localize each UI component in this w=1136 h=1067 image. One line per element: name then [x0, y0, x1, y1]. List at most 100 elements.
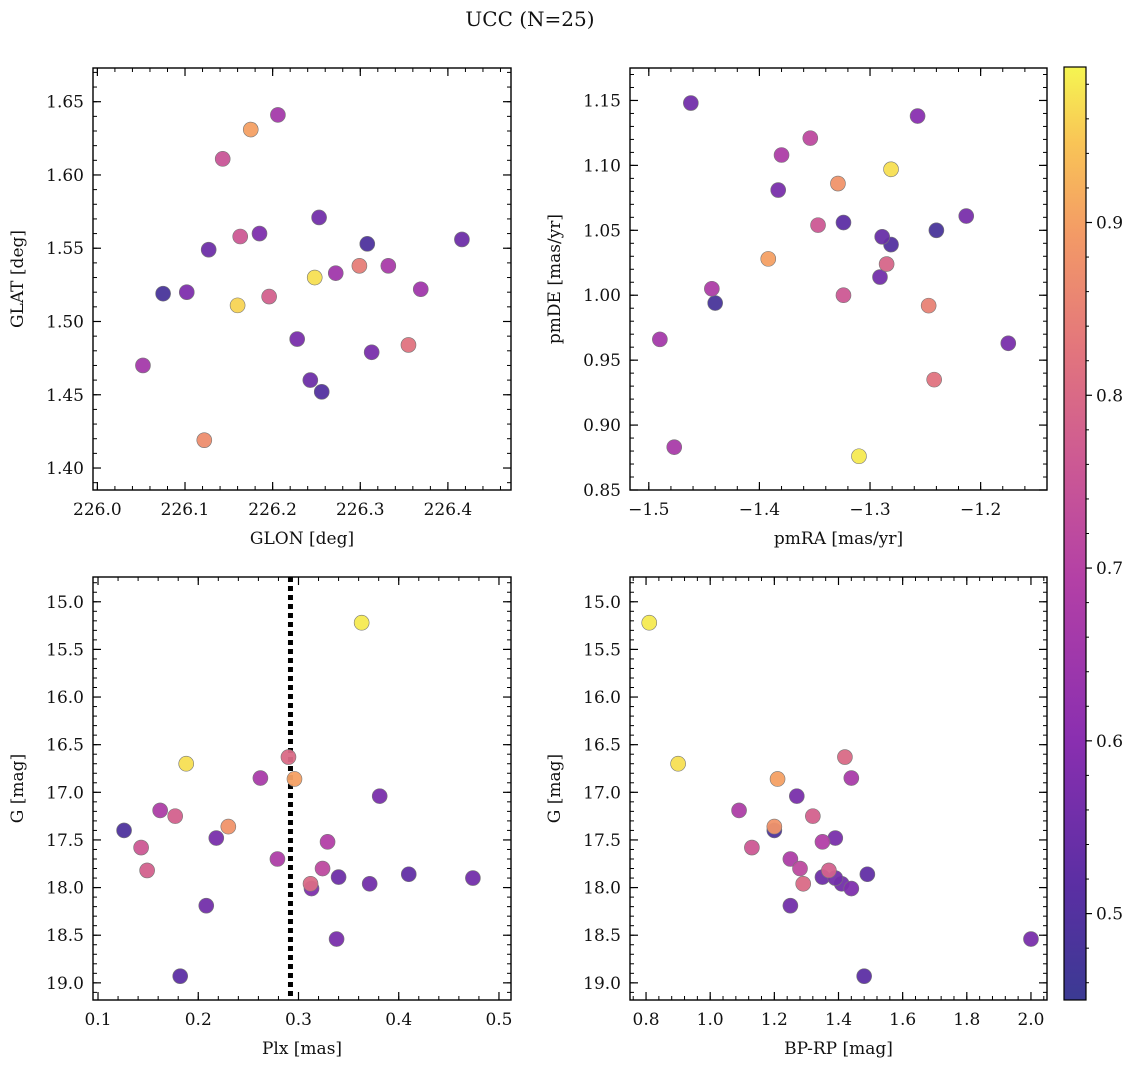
data-point: [361, 875, 378, 892]
data-point: [220, 818, 237, 835]
x-tick-label: 0.3: [285, 1010, 312, 1030]
data-point: [805, 808, 821, 824]
data-point: [269, 851, 286, 867]
data-point: [704, 280, 720, 297]
data-point: [465, 870, 481, 886]
y-tick-label: 15.0: [46, 593, 84, 613]
x-tick-label: 1.4: [825, 1010, 852, 1030]
x-tick-label: 226.2: [248, 500, 297, 520]
y-tick-label: 1.10: [583, 156, 621, 176]
data-point: [242, 121, 259, 138]
y-axis-label: G [mag]: [545, 754, 565, 823]
data-point: [830, 175, 846, 192]
data-point: [289, 331, 305, 347]
y-tick-label: 1.60: [46, 166, 84, 186]
data-point: [286, 771, 303, 787]
data-point: [208, 830, 225, 846]
y-tick-label: 17.0: [46, 783, 84, 803]
figure-title: UCC (N=25): [465, 7, 594, 31]
x-tick-label: 226.3: [336, 500, 385, 520]
data-point: [837, 749, 853, 765]
y-axis-label: pmDE [mas/yr]: [545, 214, 565, 344]
data-point: [856, 968, 872, 984]
data-point: [167, 808, 183, 824]
data-point: [769, 771, 786, 787]
data-point: [178, 284, 195, 300]
data-point: [363, 344, 380, 361]
data-point: [707, 295, 723, 311]
data-point: [788, 788, 805, 804]
data-point: [328, 931, 345, 947]
colorbar-tick-label: 0.5: [1096, 905, 1123, 925]
data-point: [851, 448, 867, 465]
x-axis-label: BP-RP [mag]: [784, 1039, 893, 1059]
data-point: [400, 866, 417, 883]
x-tick-label: 1.8: [953, 1010, 980, 1030]
data-point: [400, 337, 417, 353]
y-tick-label: 1.00: [583, 286, 621, 306]
y-tick-label: 15.5: [583, 640, 621, 660]
y-tick-label: 18.0: [583, 879, 621, 899]
x-tick-label: 0.2: [185, 1010, 212, 1030]
data-point: [280, 749, 297, 765]
data-point: [314, 860, 331, 877]
y-tick-label: 0.85: [583, 481, 621, 501]
data-point: [670, 755, 686, 772]
x-tick-label: 226.0: [73, 500, 122, 520]
y-tick-label: 1.50: [46, 312, 84, 332]
data-point: [229, 297, 246, 314]
data-point: [883, 161, 899, 178]
axes-frame: [629, 67, 1048, 491]
colorbar-tick-label: 0.7: [1096, 559, 1123, 579]
data-point: [371, 788, 388, 804]
data-point: [909, 108, 926, 124]
panel-3: 0.1 0.2 0.3 0.4 0.5 15.0 15.5 16.0 16.5 17.0 17.5 1…: [8, 576, 512, 1059]
y-tick-label: 1.45: [46, 386, 84, 406]
y-tick-label: 18.5: [46, 926, 84, 946]
colorbar-tick-label: 0.8: [1096, 386, 1123, 406]
x-tick-label: 0.4: [385, 1010, 412, 1030]
data-point: [155, 285, 171, 302]
data-point: [872, 269, 888, 285]
y-tick-label: 18.0: [46, 879, 84, 899]
data-point: [311, 209, 327, 226]
x-tick-label: −1.5: [628, 500, 669, 520]
data-point: [330, 869, 347, 885]
y-tick-label: 0.95: [583, 351, 621, 371]
data-point: [380, 258, 397, 274]
axes-frame: [92, 576, 512, 1001]
data-point: [412, 281, 429, 298]
data-point: [133, 839, 149, 856]
data-point: [251, 225, 268, 242]
data-point: [454, 231, 470, 248]
y-tick-label: 16.0: [46, 688, 84, 708]
x-tick-label: 1.6: [889, 1010, 916, 1030]
y-tick-label: 17.5: [46, 831, 84, 851]
y-tick-label: 16.5: [46, 736, 84, 756]
y-tick-label: 19.0: [583, 974, 621, 994]
x-tick-label: 0.5: [485, 1010, 512, 1030]
axes-frame: [92, 67, 512, 491]
data-point: [773, 147, 790, 163]
x-axis-label: GLON [deg]: [250, 529, 354, 549]
data-point: [731, 802, 747, 819]
y-tick-label: 1.55: [46, 239, 84, 259]
data-point: [683, 95, 699, 111]
data-point: [843, 880, 860, 897]
data-point: [958, 208, 975, 224]
data-point: [152, 802, 168, 819]
data-point: [252, 770, 269, 786]
data-point: [878, 256, 895, 272]
data-point: [744, 839, 760, 856]
data-point: [760, 251, 777, 267]
data-point: [814, 834, 831, 850]
data-point: [319, 834, 336, 850]
axes-frame: [629, 576, 1048, 1001]
data-point: [116, 822, 132, 839]
y-axis-label: GLAT [deg]: [8, 230, 28, 328]
data-point: [353, 614, 370, 631]
y-tick-label: 1.05: [583, 221, 621, 241]
y-tick-label: 0.90: [583, 416, 621, 436]
data-point: [172, 968, 189, 984]
y-tick-label: 1.15: [583, 91, 621, 111]
